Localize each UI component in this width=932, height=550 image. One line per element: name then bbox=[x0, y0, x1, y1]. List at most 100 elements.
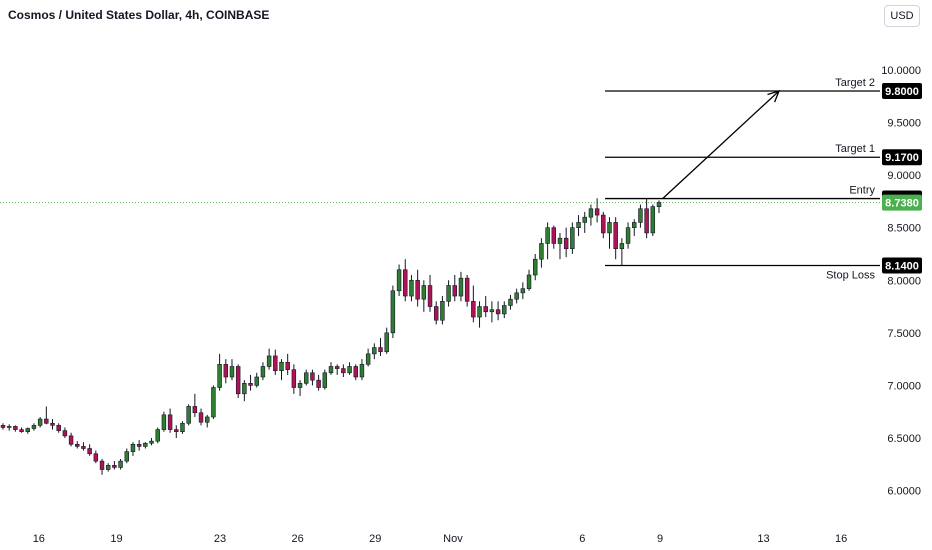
candle bbox=[619, 238, 625, 266]
candle-body bbox=[99, 460, 105, 470]
candle bbox=[415, 269, 420, 307]
candle bbox=[180, 421, 185, 434]
candle-body bbox=[242, 383, 247, 395]
candle bbox=[254, 372, 259, 388]
candle-body bbox=[347, 366, 352, 374]
candle bbox=[304, 369, 309, 386]
candle-body bbox=[192, 406, 198, 414]
candle-body bbox=[483, 306, 488, 313]
candle bbox=[87, 444, 92, 456]
candle bbox=[650, 204, 656, 237]
last-price-badge-text: 8.7380 bbox=[885, 198, 919, 210]
candle bbox=[328, 362, 334, 375]
candle-body bbox=[285, 361, 290, 370]
y-tick-label: 6.5000 bbox=[887, 433, 921, 445]
last-price-badge: 8.7380 bbox=[882, 194, 922, 211]
y-tick-label: 9.0000 bbox=[887, 170, 921, 182]
x-tick-label: 19 bbox=[110, 533, 122, 545]
candle-body bbox=[427, 285, 433, 307]
level-badge-bg bbox=[882, 82, 922, 99]
x-tick-label: 16 bbox=[33, 533, 45, 545]
candle-body bbox=[526, 274, 532, 289]
candle-body bbox=[174, 429, 179, 432]
candle-body bbox=[502, 305, 507, 315]
candle bbox=[205, 414, 210, 428]
candle bbox=[372, 343, 377, 360]
candle-body bbox=[471, 300, 476, 318]
candle-body bbox=[124, 451, 129, 462]
candle-body bbox=[508, 298, 513, 306]
candle-body bbox=[458, 277, 464, 297]
candle-body bbox=[260, 366, 266, 378]
chart-title: Cosmos / United States Dollar, 4h, COINB… bbox=[8, 8, 270, 22]
x-tick-label: 26 bbox=[292, 533, 304, 545]
candle bbox=[124, 448, 129, 464]
candle-body bbox=[229, 366, 235, 378]
candle-body bbox=[254, 376, 259, 386]
candle-body bbox=[180, 422, 185, 432]
candle bbox=[341, 364, 346, 377]
candle bbox=[427, 275, 433, 312]
candle bbox=[322, 369, 328, 390]
level-name: Entry bbox=[849, 185, 875, 197]
candle-body bbox=[452, 285, 457, 297]
candle bbox=[477, 301, 482, 328]
candle bbox=[192, 393, 198, 417]
candle bbox=[93, 450, 99, 464]
candle-body bbox=[266, 355, 272, 367]
candle-body bbox=[390, 290, 396, 334]
candle bbox=[6, 424, 12, 431]
currency-button[interactable]: USD bbox=[884, 5, 920, 27]
candle-body bbox=[186, 406, 191, 424]
candle bbox=[25, 427, 30, 434]
x-tick-label: 16 bbox=[835, 533, 847, 545]
candle bbox=[582, 211, 587, 233]
candle-body bbox=[557, 237, 563, 244]
candle bbox=[576, 215, 581, 237]
candle-body bbox=[477, 306, 482, 318]
candle-body bbox=[644, 208, 649, 234]
candle bbox=[384, 327, 389, 354]
candle-body bbox=[291, 369, 297, 388]
level-badge: 9.1700 bbox=[882, 149, 922, 166]
candle bbox=[248, 374, 253, 391]
candle-body bbox=[520, 288, 526, 294]
candle-body bbox=[514, 292, 519, 300]
candle bbox=[495, 301, 501, 321]
candle bbox=[359, 359, 365, 381]
candle-body bbox=[149, 440, 154, 444]
candle bbox=[285, 353, 290, 375]
candle-body bbox=[539, 243, 544, 260]
candle-body bbox=[56, 425, 61, 431]
candle bbox=[594, 198, 600, 223]
candle-body bbox=[87, 448, 92, 455]
y-tick-label: 8.0000 bbox=[887, 275, 921, 287]
candle bbox=[607, 217, 612, 249]
candle bbox=[390, 285, 396, 339]
candle bbox=[68, 432, 74, 447]
level-badge: 8.1400 bbox=[882, 257, 922, 274]
last-price-badge-bg bbox=[882, 194, 922, 211]
y-tick-label: 8.5000 bbox=[887, 223, 921, 235]
candle bbox=[557, 232, 563, 260]
candle-body bbox=[25, 428, 30, 432]
candle-body bbox=[415, 279, 420, 300]
candle bbox=[19, 427, 24, 433]
candle-body bbox=[316, 379, 321, 388]
candle-body bbox=[650, 206, 656, 234]
candle bbox=[242, 380, 247, 402]
candle-body bbox=[353, 366, 358, 378]
candle bbox=[235, 364, 241, 399]
candle-body bbox=[619, 243, 625, 250]
x-tick-label: 6 bbox=[579, 533, 585, 545]
level-badge: 9.8000 bbox=[882, 82, 922, 99]
candle bbox=[489, 301, 495, 323]
candle-body bbox=[464, 277, 470, 302]
candle-body bbox=[359, 364, 365, 378]
candle-body bbox=[403, 269, 408, 297]
candle-body bbox=[310, 372, 315, 381]
y-tick-label: 6.0000 bbox=[887, 486, 921, 498]
candle-body bbox=[378, 347, 383, 353]
